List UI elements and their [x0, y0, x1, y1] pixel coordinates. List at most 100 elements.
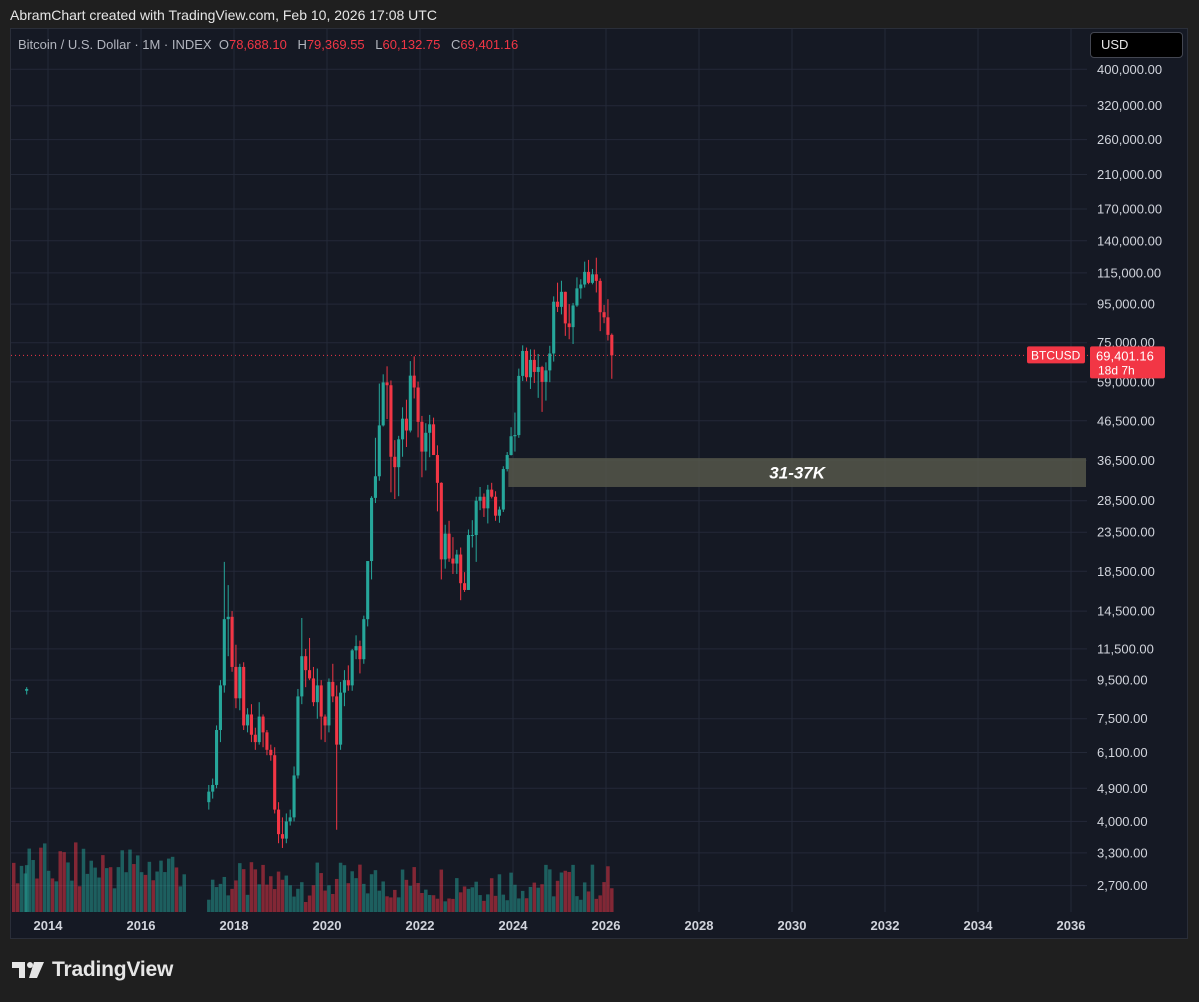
candle-body — [25, 688, 29, 691]
candle-body — [571, 305, 575, 328]
candle-body — [435, 455, 439, 483]
volume-bar — [288, 885, 292, 912]
volume-bar — [486, 894, 490, 912]
volume-bar — [346, 883, 351, 912]
candle-body — [606, 317, 610, 335]
volume-bar — [385, 896, 389, 912]
support-zone: 31-37K — [508, 458, 1087, 487]
candle-body — [253, 734, 257, 743]
candle-body — [567, 323, 571, 328]
volume-bar — [544, 864, 548, 912]
candle-body — [273, 755, 277, 810]
candle-body — [509, 436, 513, 456]
candle-body — [536, 367, 540, 372]
zone-label: 31-37K — [769, 464, 826, 483]
volume-bar — [105, 868, 109, 912]
volume-bar — [400, 869, 405, 912]
candles — [25, 257, 614, 848]
candle-body — [277, 809, 281, 835]
volume-bar — [97, 877, 101, 912]
close-label: C — [451, 37, 461, 52]
volume-bar — [439, 869, 444, 912]
volume-bar — [74, 842, 78, 912]
volume-bar — [23, 873, 28, 912]
y-tick-label: 46,500.00 — [1097, 413, 1155, 428]
volume-bar — [112, 888, 117, 912]
volume-bar — [451, 898, 455, 912]
volume-bar — [170, 856, 175, 912]
volume-bar — [62, 852, 66, 912]
volume-bar — [116, 867, 121, 912]
volume-bar — [381, 881, 385, 912]
candle-body — [505, 455, 509, 470]
volume-bar — [54, 881, 59, 912]
candle-body — [211, 784, 215, 792]
volume-bar — [327, 885, 331, 912]
candle-body — [308, 670, 312, 679]
volume-bar — [230, 888, 234, 912]
candle-body — [544, 370, 548, 382]
volume-bar — [151, 880, 155, 912]
volume-bar — [396, 897, 401, 912]
candle-body — [300, 656, 304, 697]
candle-body — [215, 730, 219, 785]
x-tick-label: 2022 — [406, 918, 435, 933]
candle-body — [404, 418, 408, 431]
volume-bar — [238, 863, 242, 912]
volume-bar — [89, 860, 93, 912]
volume-bar — [58, 851, 62, 912]
volume-bar — [241, 869, 246, 912]
volume-bar — [447, 898, 451, 912]
candle-body — [579, 284, 583, 289]
volume-bar — [85, 873, 90, 912]
y-tick-label: 210,000.00 — [1097, 167, 1162, 182]
candle-body — [238, 666, 242, 699]
volume-bar — [369, 874, 374, 912]
y-tick-label: 14,500.00 — [1097, 604, 1155, 619]
volume-bar — [234, 880, 238, 912]
volume-bar — [466, 888, 471, 912]
tradingview-footer[interactable]: TradingView — [12, 958, 173, 982]
currency-button[interactable]: USD — [1090, 32, 1183, 58]
volume-bar — [435, 898, 440, 912]
x-tick-label: 2030 — [778, 918, 807, 933]
volume-bar — [412, 867, 416, 912]
volume-bar — [520, 890, 525, 912]
volume-bar — [27, 848, 31, 912]
volume-bar — [182, 874, 186, 912]
volume-bar — [12, 862, 16, 912]
zone-rect[interactable] — [508, 458, 1087, 487]
y-tick-label: 4,900.00 — [1097, 781, 1148, 796]
y-tick-label: 11,500.00 — [1097, 641, 1154, 656]
volume-bar — [420, 893, 424, 912]
x-tick-label: 2014 — [34, 918, 64, 933]
volume-bar — [350, 871, 354, 912]
volume-bar — [120, 850, 124, 912]
time-axis: 2014 2016 2018 2020 2022 2024 2026 2028 2030 2032… — [34, 918, 1086, 933]
volume-bar — [265, 884, 269, 912]
candle-body — [389, 385, 393, 457]
volume-bar — [377, 890, 382, 912]
volume-bar — [571, 864, 575, 912]
candle-body — [424, 432, 428, 452]
volume-bar — [443, 901, 447, 912]
volume-bar — [101, 855, 105, 912]
volume-bar — [210, 879, 215, 912]
candle-body — [428, 424, 432, 433]
volume-bar — [559, 872, 564, 912]
volume-bar — [143, 874, 148, 912]
candle-body — [246, 714, 250, 726]
y-tick-label: 9,500.00 — [1097, 673, 1148, 688]
volume-bar — [606, 866, 610, 912]
candle-body — [315, 685, 319, 703]
volume-bar — [261, 864, 265, 912]
candle-body — [366, 561, 370, 620]
candle-body — [323, 716, 327, 726]
x-tick-label: 2034 — [964, 918, 994, 933]
candle-body — [478, 496, 482, 501]
volume-bar — [365, 893, 370, 912]
candle-body — [249, 714, 253, 735]
volume-bar — [269, 876, 273, 912]
volume-bar — [610, 888, 614, 912]
